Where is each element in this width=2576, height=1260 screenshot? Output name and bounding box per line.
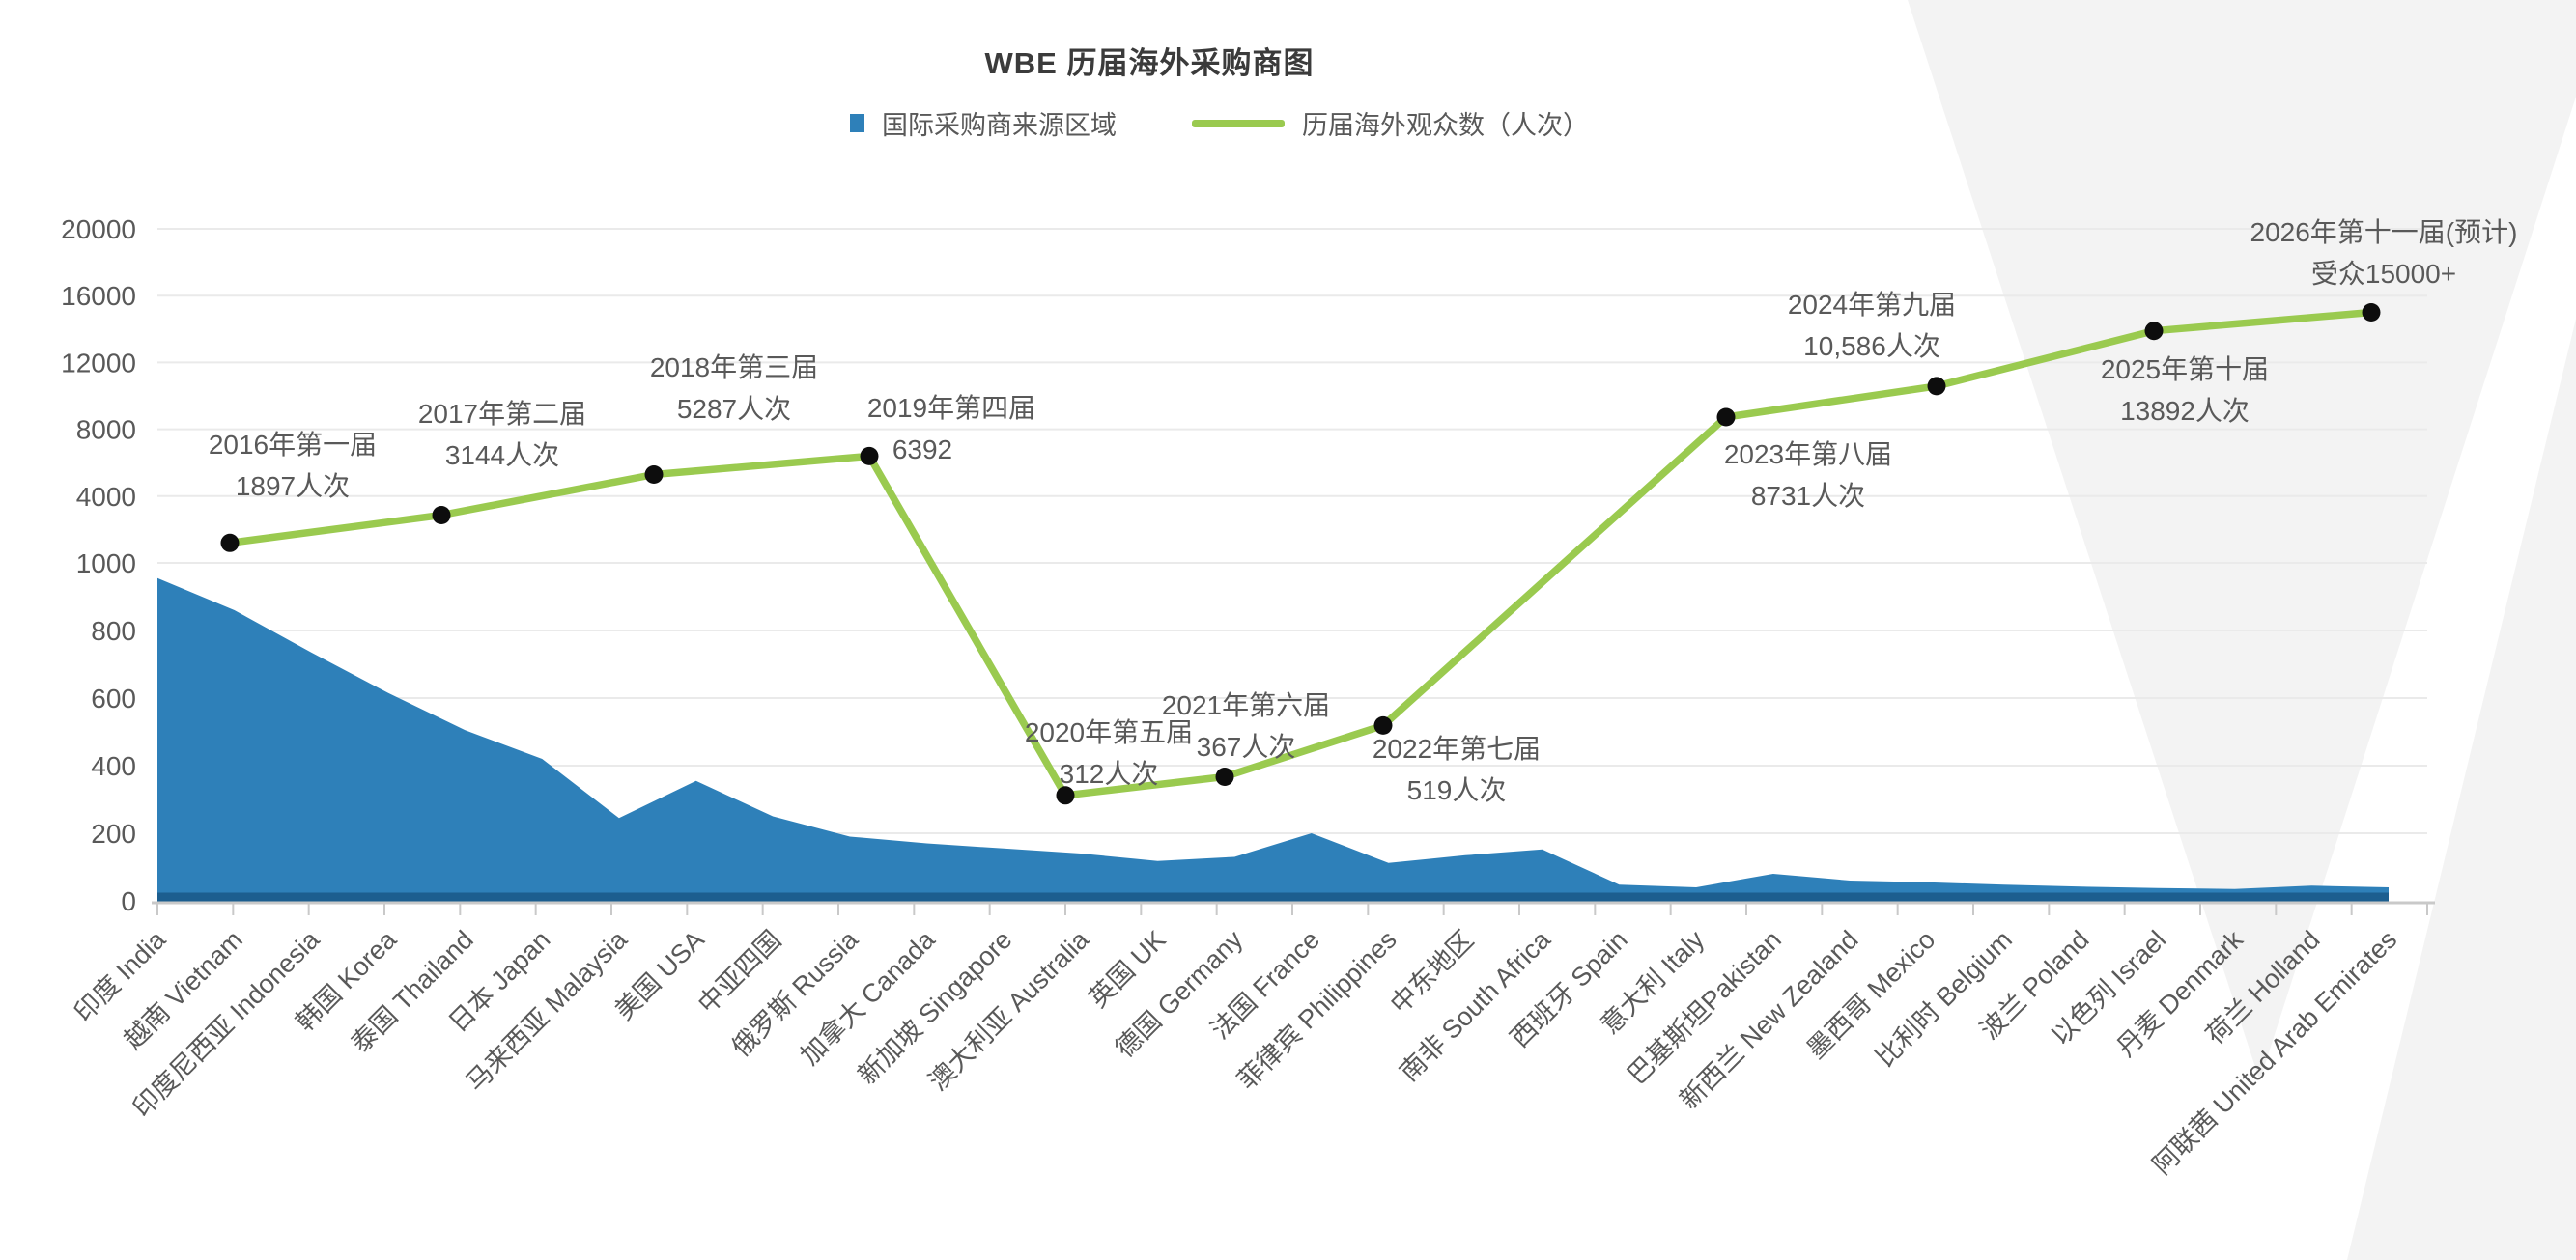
annotation-visitors-label: 受众15000+ xyxy=(2311,259,2456,289)
y-axis-label: 1000 xyxy=(76,548,136,578)
annotation-visitors-label: 367人次 xyxy=(1197,732,1296,762)
legend-area-label: 国际采购商来源区域 xyxy=(882,111,1117,140)
line-series-swatch-icon xyxy=(1192,119,1285,127)
annotation-edition-label: 2025年第十届 xyxy=(2101,354,2269,384)
annotation-visitors-label: 3144人次 xyxy=(445,440,559,470)
annotation-edition-label: 2024年第九届 xyxy=(1788,290,1956,320)
annotation-edition-label: 2022年第七届 xyxy=(1373,734,1541,764)
annotation-edition-label: 2026年第十一届(预计) xyxy=(2250,217,2518,247)
annotation-edition-label: 2019年第四届 xyxy=(867,393,1035,423)
y-axis-label: 4000 xyxy=(76,482,136,512)
y-axis-label: 200 xyxy=(91,819,136,849)
line-point-marker xyxy=(1215,768,1234,786)
annotation-visitors-label: 6392 xyxy=(892,434,952,464)
chart-title: WBE 历届海外采购商图 xyxy=(984,46,1315,80)
annotation-visitors-label: 5287人次 xyxy=(677,394,791,424)
line-point-marker xyxy=(644,465,664,484)
annotation-visitors-label: 519人次 xyxy=(1407,775,1507,805)
y-axis-label: 0 xyxy=(121,886,136,916)
annotation-edition-label: 2023年第八届 xyxy=(1724,439,1892,469)
annotation-visitors-label: 13892人次 xyxy=(2120,396,2250,426)
line-point-marker xyxy=(2144,322,2164,341)
annotation-edition-label: 2016年第一届 xyxy=(209,430,377,460)
area-series xyxy=(157,577,2389,901)
line-point-marker xyxy=(2362,303,2381,322)
line-point-marker xyxy=(432,506,451,524)
y-axis-label: 8000 xyxy=(76,415,136,445)
annotation-visitors-label: 312人次 xyxy=(1060,759,1159,789)
legend-item-area: 国际采购商来源区域 xyxy=(850,104,1117,142)
background-diagonal-shape xyxy=(2202,97,2576,1260)
annotation-visitors-label: 8731人次 xyxy=(1751,481,1865,511)
x-axis-label: 比利时 Belgium xyxy=(1870,925,2018,1073)
legend-line-label: 历届海外观众数（人次） xyxy=(1302,111,1589,140)
annotation-visitors-label: 1897人次 xyxy=(236,471,350,501)
x-axis-label: 加拿大 Canada xyxy=(795,924,941,1070)
annotation-visitors-label: 10,586人次 xyxy=(1803,331,1940,361)
line-point-marker xyxy=(220,533,240,552)
y-axis-label: 600 xyxy=(91,684,136,714)
line-point-marker xyxy=(860,446,879,465)
legend-item-line: 历届海外观众数（人次） xyxy=(1192,104,1589,142)
annotation-edition-label: 2018年第三届 xyxy=(650,352,818,382)
annotation-edition-label: 2021年第六届 xyxy=(1162,690,1330,720)
line-point-marker xyxy=(1927,377,1946,396)
annotation-edition-label: 2020年第五届 xyxy=(1025,717,1193,747)
y-axis-label: 400 xyxy=(91,751,136,781)
line-point-marker xyxy=(1056,786,1075,805)
area-series-swatch-icon xyxy=(850,114,864,132)
line-point-marker xyxy=(1373,715,1393,735)
y-axis-label: 800 xyxy=(91,616,136,646)
y-axis-label: 20000 xyxy=(61,214,136,244)
chart-legend: 国际采购商来源区域 历届海外观众数（人次） xyxy=(850,104,1589,142)
y-axis-label: 16000 xyxy=(61,281,136,311)
line-point-marker xyxy=(1716,407,1736,427)
y-axis-label: 12000 xyxy=(61,348,136,378)
annotation-edition-label: 2017年第二届 xyxy=(418,399,586,429)
